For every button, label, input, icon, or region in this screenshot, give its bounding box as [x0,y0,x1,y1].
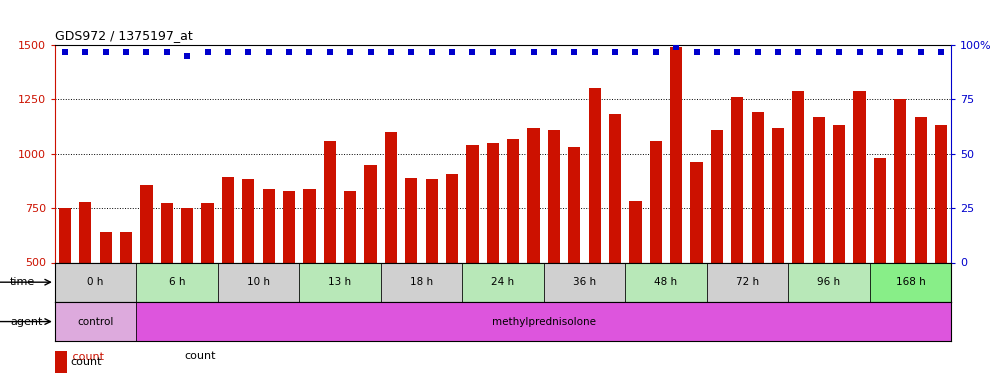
Text: 10 h: 10 h [247,277,270,287]
Bar [487,143,499,371]
Bar [528,128,540,371]
Text: 0 h: 0 h [88,277,104,287]
Bar [873,158,886,371]
Bar [589,88,601,371]
Bar [649,141,662,371]
Bar [870,262,951,302]
Text: time: time [10,277,35,287]
Text: 96 h: 96 h [818,277,841,287]
Bar [263,189,275,371]
Text: 36 h: 36 h [573,277,596,287]
Text: 13 h: 13 h [329,277,352,287]
Bar [384,132,397,371]
Bar [299,262,380,302]
Bar [894,99,906,371]
Bar [568,147,581,371]
Bar [181,208,193,371]
Bar [544,262,625,302]
Bar [548,130,560,371]
Bar [914,117,926,371]
Bar [854,91,866,371]
Bar [788,262,870,302]
Bar [55,302,136,341]
Text: 72 h: 72 h [736,277,759,287]
Bar [711,130,723,371]
Bar [935,126,947,371]
Bar [507,138,519,371]
Bar [425,179,438,371]
Bar [707,262,788,302]
Bar [690,162,702,371]
Bar [140,185,152,371]
Bar [242,179,254,371]
Bar [283,191,295,371]
Bar [304,189,316,371]
Text: 168 h: 168 h [895,277,925,287]
Text: 24 h: 24 h [491,277,515,287]
Bar [405,178,417,371]
Text: count: count [184,351,216,361]
Bar [344,191,357,371]
Text: ■  count: ■ count [55,351,104,361]
Bar [609,114,622,371]
Text: 18 h: 18 h [410,277,433,287]
Bar [324,141,336,371]
Bar [752,112,764,371]
Bar [625,262,707,302]
Bar [792,91,805,371]
Bar [201,202,214,371]
Text: agent: agent [10,316,43,327]
Bar [80,202,92,371]
Bar [218,262,299,302]
Bar [222,177,234,371]
Bar [813,117,825,371]
Text: count: count [71,357,103,367]
Bar [629,201,641,371]
Bar [160,202,173,371]
Bar [136,262,218,302]
Bar [462,262,544,302]
Bar [380,262,462,302]
Bar [466,145,478,371]
Text: control: control [78,316,114,327]
Legend: count, percentile rank within the sample: count, percentile rank within the sample [61,354,268,375]
Bar [833,126,846,371]
Text: 48 h: 48 h [654,277,677,287]
Text: GDS972 / 1375197_at: GDS972 / 1375197_at [55,30,192,42]
Bar [670,47,682,371]
Bar [59,208,71,371]
Bar [365,165,376,371]
Text: 6 h: 6 h [168,277,185,287]
Bar [55,262,136,302]
Bar [446,174,458,371]
Text: methylprednisolone: methylprednisolone [492,316,596,327]
Bar [731,97,743,371]
Bar [100,232,112,371]
Bar [120,232,132,371]
Bar [772,128,784,371]
